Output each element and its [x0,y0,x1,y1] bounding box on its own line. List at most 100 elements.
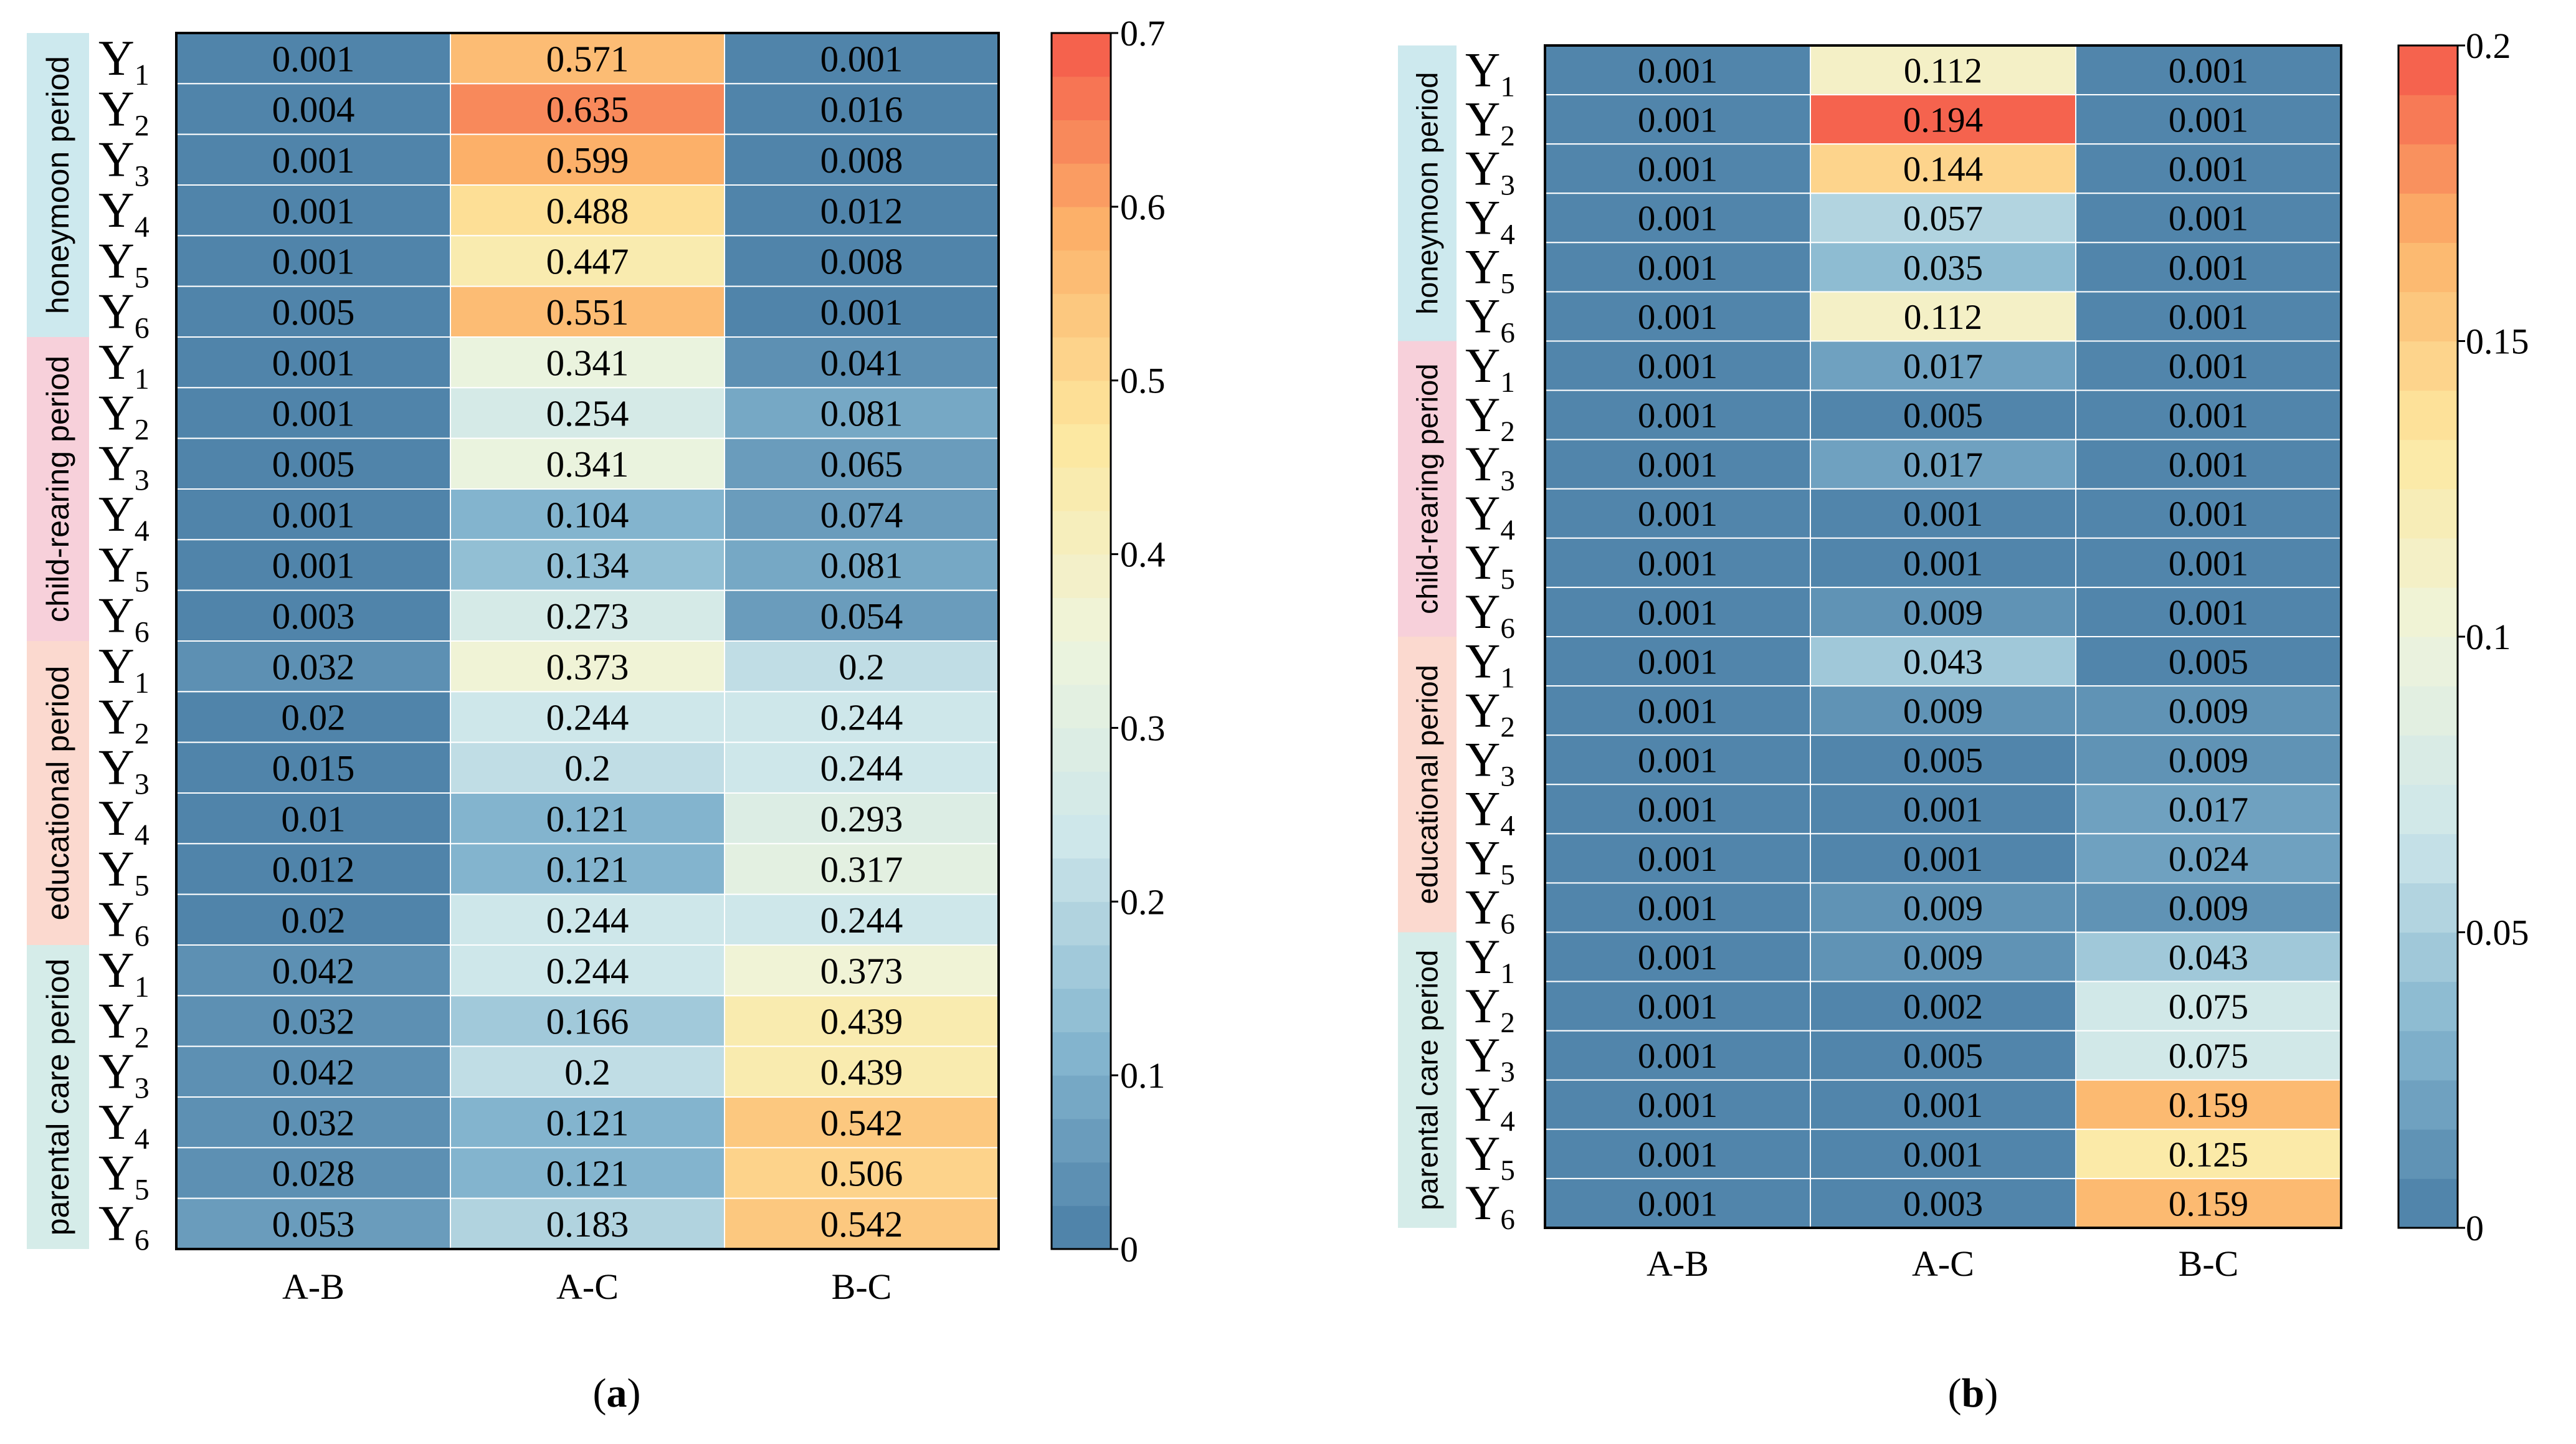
row-label: Y2 [98,386,150,446]
cell-value-label: 0.024 [2169,840,2248,879]
colorbar-segment [2398,932,2458,982]
colorbar-segment [2398,1129,2458,1179]
cell-value-label: 0.001 [272,545,355,586]
colorbar-segment [1052,901,1111,946]
row-label-letter: Y [1465,732,1500,786]
column-label: B-C [2179,1243,2239,1284]
cell-value-label: 0.001 [1638,1037,1718,1076]
cell-value-label: 0.001 [1638,938,1718,977]
cell-value-label: 0.001 [1638,396,1718,435]
cell-value-label: 0.121 [546,1102,629,1143]
colorbar-tick-label: 0.05 [2466,913,2529,953]
colorbar-segment [1052,1075,1111,1119]
heatmap-cell [1544,1128,1811,1179]
cell-value-label: 0.2 [564,1052,611,1093]
row-label: Y3 [1465,437,1515,497]
heatmap-cell [1810,833,2076,884]
row-label-letter: Y [98,589,135,644]
cell-value-label: 0.001 [2169,249,2248,288]
cell-value-label: 0.009 [2169,741,2248,781]
heatmap-cell [176,1197,451,1250]
heatmap-cell [2075,1030,2342,1081]
cell-value-label: 0.004 [272,89,355,130]
group-label-box [1398,637,1457,933]
cell-value-label: 0.317 [820,849,903,890]
row-label-letter: Y [98,1095,135,1150]
heatmap-border [175,32,1000,1250]
cell-value-label: 0.005 [272,292,355,333]
heatmap-cell [724,691,999,743]
colorbar-tick-label: 0.3 [1120,708,1166,748]
row-label: Y6 [1465,1176,1515,1236]
column-label: A-C [556,1266,619,1307]
heatmap-cell [1810,389,2076,440]
colorbar-segment [2398,95,2458,145]
row-label-letter: Y [98,842,135,896]
cell-value-label: 0.001 [1638,791,1718,830]
row-label: Y6 [1465,880,1515,941]
heatmap-cell [2075,439,2342,490]
colorbar-segment [2398,292,2458,342]
cell-value-label: 0.008 [820,241,903,282]
cell-value-label: 0.009 [2169,889,2248,928]
heatmap-cell [2075,94,2342,145]
cell-value-label: 0.159 [2169,1184,2248,1223]
colorbar-tick-label: 0.1 [2466,617,2511,657]
heatmap-cell [450,843,725,895]
cell-value-label: 0.506 [820,1153,903,1194]
row-label-subscript: 3 [1500,1056,1515,1088]
heatmap-cell [1544,439,1811,490]
row-label-subscript: 4 [1500,514,1515,546]
colorbar-segment [1052,424,1111,468]
row-label-letter: Y [98,893,135,948]
row-label: Y1 [98,335,150,396]
cell-value-label: 0.121 [546,798,629,839]
colorbar-segment [1052,250,1111,294]
row-label-subscript: 1 [1500,662,1515,694]
row-label-subscript: 3 [1500,465,1515,497]
panel-label: (a) [593,1370,641,1416]
row-label-subscript: 3 [1500,760,1515,792]
heatmap-cell [2075,586,2342,638]
cell-value-label: 0.194 [1903,101,1983,140]
heatmap-cell [1544,586,1811,638]
cell-value-label: 0.244 [820,900,903,941]
cell-value-label: 0.003 [1903,1184,1983,1223]
row-label-subscript: 4 [135,819,150,852]
panel-paren-open: ( [593,1370,607,1416]
heatmap-cell [1810,586,2076,638]
column-label: A-C [1912,1243,1974,1284]
heatmap-cell [1810,1030,2076,1081]
heatmap-cell [450,792,725,845]
row-label-letter: Y [98,791,135,846]
cell-value-label: 0.017 [1903,347,1983,386]
cell-value-label: 0.001 [1638,1135,1718,1174]
group-label: child-rearing period [40,356,75,622]
heatmap-cell [1544,685,1811,736]
row-label-letter: Y [98,285,135,340]
cell-value-label: 0.001 [2169,298,2248,337]
cell-value-label: 0.001 [2169,593,2248,632]
row-label-subscript: 4 [1500,1105,1515,1138]
row-label: Y4 [1465,1077,1515,1138]
cell-value-label: 0.125 [2169,1135,2248,1174]
cell-value-label: 0.001 [272,342,355,383]
colorbar-segment [2398,144,2458,194]
row-label-subscript: 3 [135,464,150,497]
row-label: Y6 [1465,289,1515,349]
cell-value-label: 0.112 [1904,51,1982,90]
heatmap-cell [2075,734,2342,786]
cell-value-label: 0.032 [272,646,355,687]
row-label: Y1 [1465,42,1515,103]
row-label: Y2 [1465,387,1515,448]
row-label-subscript: 6 [135,616,150,649]
cell-value-label: 0.017 [2169,791,2248,830]
panel-paren-close: ) [627,1370,641,1416]
cell-value-label: 0.075 [2169,987,2248,1027]
cell-value-label: 0.001 [2169,445,2248,485]
row-label-letter: Y [1465,929,1500,984]
cell-value-label: 0.001 [1638,150,1718,189]
row-label-subscript: 5 [135,565,150,598]
row-label: Y6 [98,1197,150,1257]
